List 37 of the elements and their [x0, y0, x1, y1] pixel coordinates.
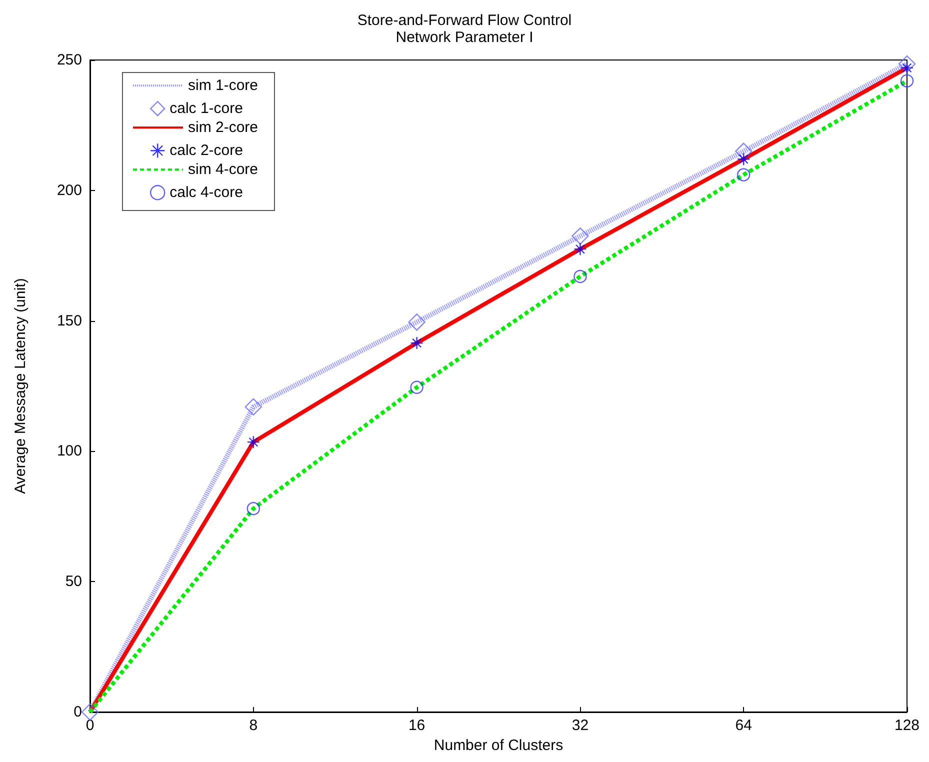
- point: [574, 270, 587, 284]
- legend-label: calc 1-core: [170, 100, 243, 118]
- x-tick-label: 64: [735, 717, 752, 734]
- point: [244, 398, 262, 416]
- x-axis-title: Number of Clusters: [434, 736, 564, 754]
- legend-label: sim 1-core: [188, 77, 258, 94]
- x-tick-label: 0: [86, 717, 94, 734]
- point: [572, 227, 589, 245]
- point: [737, 152, 750, 166]
- point: [900, 74, 914, 88]
- legend-label: calc 2-core: [170, 142, 243, 160]
- point: [408, 314, 426, 331]
- point: [898, 55, 916, 73]
- y-tick-label: 200: [56, 182, 82, 199]
- x-tick-label: 32: [572, 717, 589, 734]
- x-tick-label: 8: [249, 717, 258, 734]
- legend-label: sim 4-core: [188, 161, 258, 178]
- y-tick-label: 250: [56, 52, 82, 68]
- y-tick-label: 0: [74, 704, 82, 720]
- y-axis-title: Average Message Latency (unit): [12, 278, 29, 494]
- point: [410, 380, 424, 394]
- point: [81, 703, 99, 721]
- y-tick-label: 100: [56, 442, 82, 460]
- point: [246, 502, 260, 516]
- x-tick-label: 128: [894, 717, 920, 734]
- chart-subtitle: Network Parameter I: [396, 29, 534, 46]
- legend-label: sim 2-core: [188, 119, 258, 136]
- x-tick-label: 16: [408, 717, 426, 734]
- point: [737, 168, 750, 182]
- point: [246, 435, 260, 449]
- legend-label: calc 4-core: [170, 184, 243, 202]
- point: [410, 336, 424, 350]
- point: [574, 242, 587, 256]
- chart-title: Store-and-Forward Flow Control: [357, 12, 572, 29]
- y-tick-label: 150: [56, 312, 82, 330]
- point: [735, 142, 752, 160]
- y-tick-label: 50: [65, 573, 82, 590]
